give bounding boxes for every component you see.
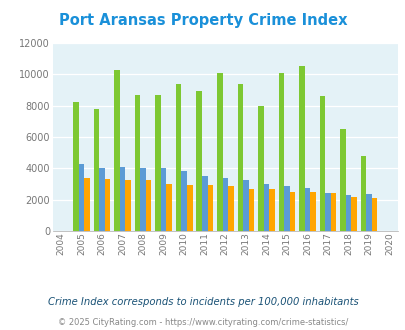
Bar: [99, 168, 104, 231]
Bar: [222, 178, 228, 231]
Bar: [187, 185, 192, 231]
Bar: [145, 180, 151, 231]
Text: Port Aransas Property Crime Index: Port Aransas Property Crime Index: [59, 13, 346, 28]
Bar: [330, 193, 335, 231]
Bar: [324, 193, 330, 231]
Bar: [155, 95, 160, 231]
Bar: [319, 96, 324, 231]
Bar: [304, 188, 309, 231]
Bar: [114, 70, 119, 231]
Bar: [228, 185, 233, 231]
Bar: [258, 106, 263, 231]
Bar: [104, 179, 110, 231]
Bar: [175, 84, 181, 231]
Bar: [237, 84, 243, 231]
Bar: [289, 192, 294, 231]
Bar: [207, 185, 213, 231]
Bar: [140, 168, 145, 231]
Bar: [278, 73, 284, 231]
Bar: [298, 66, 304, 231]
Bar: [79, 164, 84, 231]
Bar: [119, 167, 125, 231]
Bar: [365, 194, 371, 231]
Bar: [350, 197, 356, 231]
Bar: [309, 192, 315, 231]
Text: © 2025 CityRating.com - https://www.cityrating.com/crime-statistics/: © 2025 CityRating.com - https://www.city…: [58, 318, 347, 327]
Bar: [263, 184, 269, 231]
Bar: [166, 184, 172, 231]
Bar: [339, 129, 345, 231]
Bar: [217, 74, 222, 231]
Bar: [371, 198, 377, 231]
Bar: [345, 195, 350, 231]
Bar: [284, 186, 289, 231]
Bar: [84, 178, 90, 231]
Bar: [248, 189, 254, 231]
Bar: [269, 189, 274, 231]
Bar: [181, 172, 187, 231]
Bar: [125, 180, 131, 231]
Text: Crime Index corresponds to incidents per 100,000 inhabitants: Crime Index corresponds to incidents per…: [47, 297, 358, 307]
Bar: [196, 91, 202, 231]
Bar: [134, 95, 140, 231]
Bar: [160, 168, 166, 231]
Bar: [243, 180, 248, 231]
Bar: [94, 109, 99, 231]
Bar: [73, 102, 79, 231]
Bar: [360, 156, 365, 231]
Bar: [202, 176, 207, 231]
